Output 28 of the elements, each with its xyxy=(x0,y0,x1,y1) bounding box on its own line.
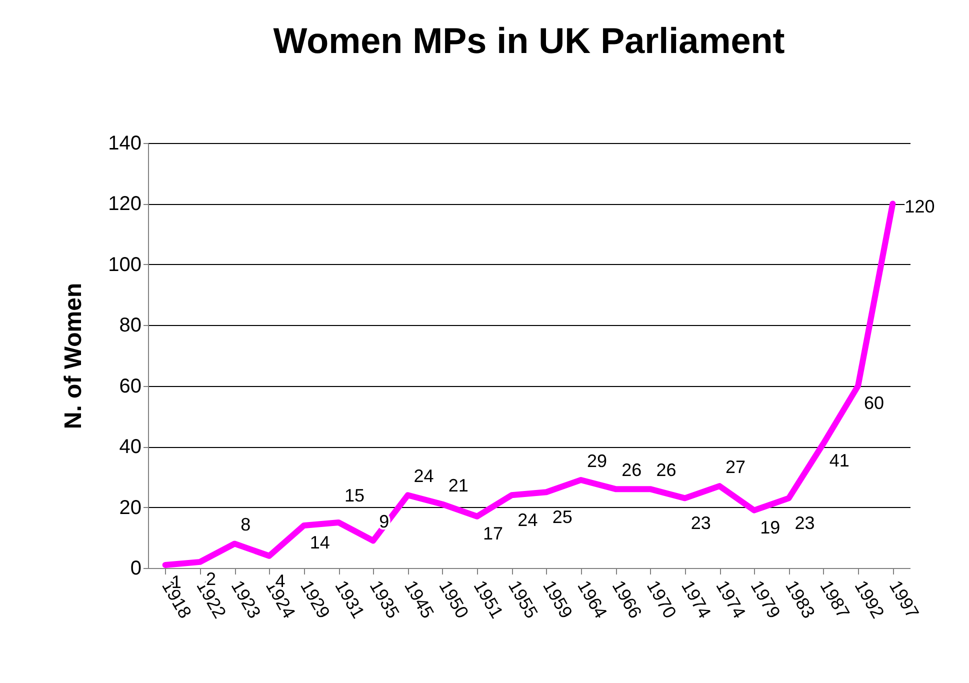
data-label: 60 xyxy=(864,392,884,413)
data-label: 27 xyxy=(726,457,746,478)
data-label: 23 xyxy=(794,513,815,534)
y-tick-label: 40 xyxy=(119,436,142,458)
data-label: 41 xyxy=(829,450,850,471)
data-label: 120 xyxy=(904,196,935,217)
data-label: 17 xyxy=(483,523,504,544)
data-label: 19 xyxy=(760,517,780,538)
data-label: 25 xyxy=(552,507,572,528)
chart-title: Women MPs in UK Parliament xyxy=(273,20,785,61)
data-label: 26 xyxy=(656,460,676,480)
data-label: 8 xyxy=(240,514,251,535)
y-tick-label: 0 xyxy=(130,558,142,580)
data-label: 14 xyxy=(310,532,330,552)
y-tick-label: 20 xyxy=(119,496,142,519)
data-label: 15 xyxy=(344,485,365,506)
data-label: 29 xyxy=(586,450,607,471)
y-tick-label: 60 xyxy=(119,375,142,398)
data-label: 24 xyxy=(518,510,538,530)
y-axis-title: N. of Women xyxy=(60,282,88,430)
data-label: 24 xyxy=(414,466,434,486)
y-tick-label: 120 xyxy=(108,193,142,216)
data-label: 26 xyxy=(622,460,642,480)
y-tick-label: 140 xyxy=(108,132,142,154)
y-tick-label: 80 xyxy=(119,314,142,337)
data-label: 21 xyxy=(448,475,468,496)
y-tick-label: 100 xyxy=(108,254,142,276)
data-label: 23 xyxy=(690,513,711,534)
